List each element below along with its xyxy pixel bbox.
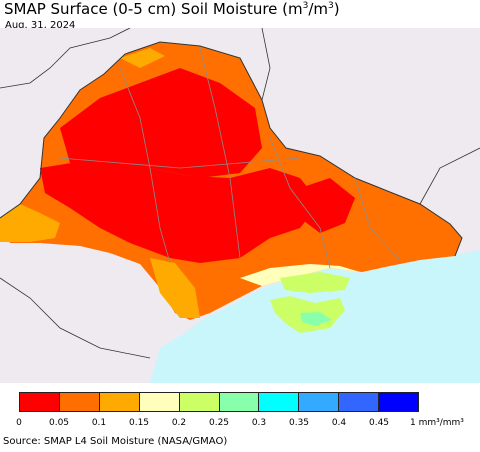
legend-unit: 1 mm³/mm³	[410, 418, 464, 428]
legend-tick: 0.3	[251, 418, 267, 428]
legend-swatch	[259, 393, 300, 411]
legend-swatch	[219, 393, 260, 411]
soil-moisture-map	[0, 28, 480, 383]
legend-tick: 0.1	[91, 418, 107, 428]
legend-tick: 0.4	[331, 418, 347, 428]
map-date: Aug. 31, 2024	[5, 20, 76, 31]
country-border	[0, 41, 463, 257]
legend-tick: 0.15	[128, 418, 150, 428]
legend-swatch	[379, 393, 419, 411]
legend-tick: 0.05	[48, 418, 70, 428]
legend-swatch	[179, 393, 220, 411]
moist-west	[0, 204, 60, 242]
neighbor-borders	[0, 28, 480, 359]
legend-tick: 0.35	[288, 418, 310, 428]
color-legend: 0 0.05 0.1 0.15 0.2 0.25 0.3 0.35 0.4 0.…	[0, 390, 480, 430]
legend-swatch	[339, 393, 380, 411]
legend-tick: 0.45	[368, 418, 390, 428]
legend-swatch	[20, 393, 60, 411]
moist-north	[120, 48, 165, 68]
legend-swatch	[139, 393, 180, 411]
moist-south-west	[150, 258, 200, 318]
legend-bar	[19, 392, 419, 412]
oblast-borders	[59, 47, 401, 269]
legend-tick: 0	[16, 418, 22, 428]
crimea-mint	[300, 312, 332, 326]
legend-swatch	[59, 393, 100, 411]
legend-swatch	[99, 393, 140, 411]
dry-zone-central	[40, 160, 320, 263]
legend-tick: 0.2	[171, 418, 187, 428]
legend-swatch	[299, 393, 340, 411]
green-south	[280, 272, 350, 293]
legend-tick: 0.25	[208, 418, 230, 428]
source-credit: Source: SMAP L4 Soil Moisture (NASA/GMAO…	[3, 436, 228, 447]
map-title: SMAP Surface (0-5 cm) Soil Moisture (m3/…	[4, 0, 340, 18]
